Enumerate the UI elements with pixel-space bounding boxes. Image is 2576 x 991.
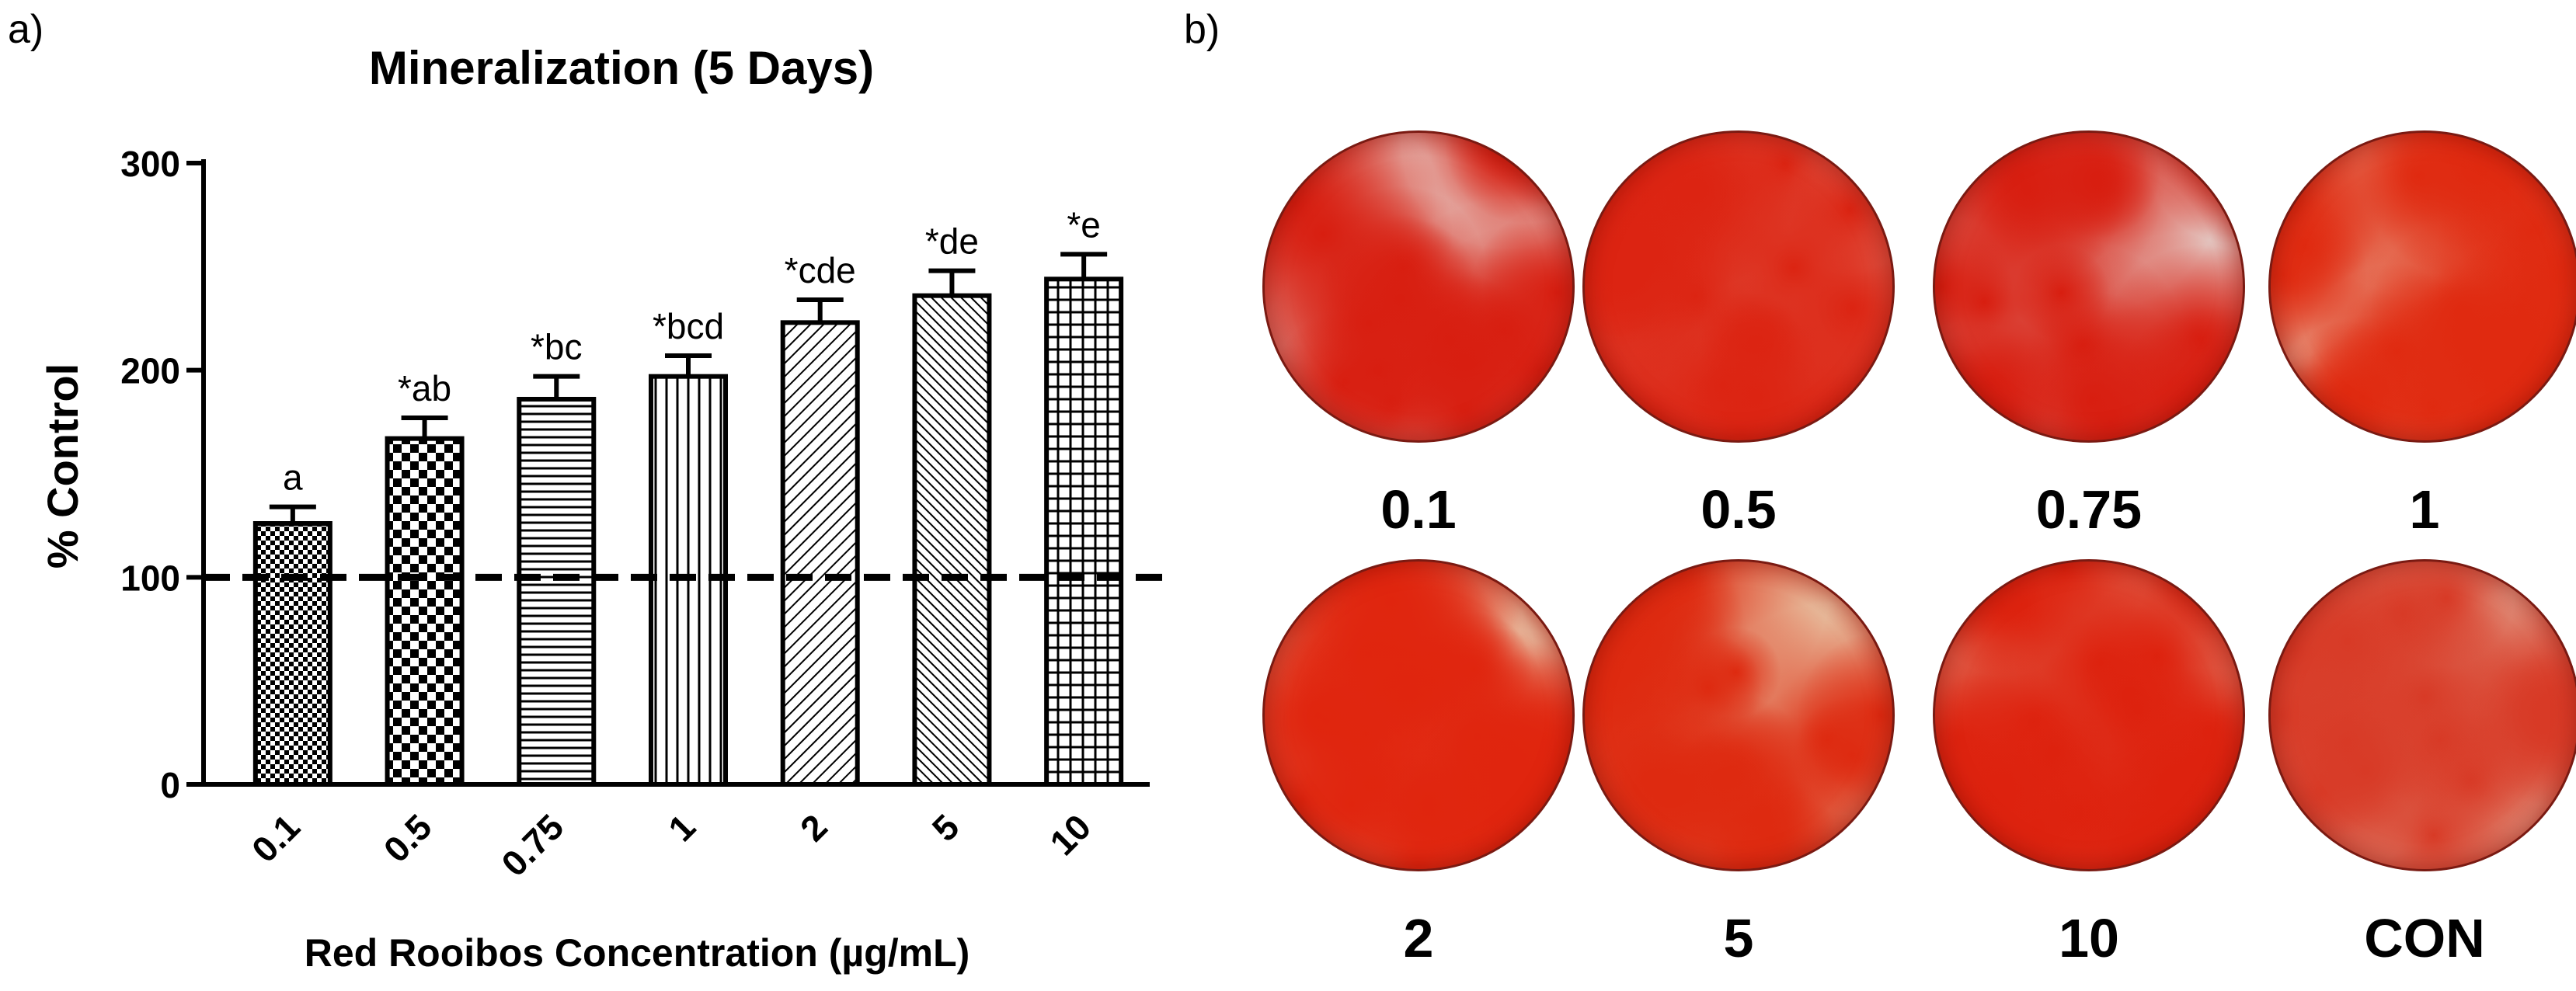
well-0.1	[1262, 130, 1575, 443]
y-tick-label: 100	[120, 558, 180, 598]
y-axis-label: % Control	[38, 363, 87, 569]
bar-annotation: *e	[1067, 204, 1100, 245]
x-tick-label: 10	[1042, 806, 1098, 863]
well-label: 0.5	[1701, 479, 1777, 540]
well-0.75	[1933, 130, 2245, 443]
panel-b-label: b)	[1184, 7, 1220, 52]
x-tick-label: 2	[792, 806, 835, 849]
well-2	[1262, 559, 1575, 871]
bar-10	[1044, 276, 1124, 788]
well-label: 0.75	[2035, 479, 2143, 540]
bar-annotation: *bcd	[653, 306, 724, 346]
y-tick-label: 300	[120, 144, 180, 184]
bar-5	[912, 293, 992, 787]
x-tick-label: 1	[660, 806, 703, 849]
y-tick-label: 200	[120, 351, 180, 391]
well-label: 10	[2059, 908, 2119, 968]
well-label: 0.1	[1380, 479, 1457, 540]
well-label: CON	[2364, 908, 2485, 968]
x-tick-label: 0.1	[244, 806, 308, 870]
bars: a 0.1 *ab 0.5 *bc 0.75 *bcd 1 *cde 2 *de 5 *e 10	[244, 204, 1124, 884]
bar-annotation: a	[283, 457, 303, 498]
bar-annotation: *cde	[785, 250, 856, 290]
well-1	[2268, 130, 2576, 443]
bar-2	[780, 320, 860, 788]
bar-annotation: *de	[925, 221, 979, 262]
x-tick-label: 0.5	[376, 806, 440, 870]
well-label: 2	[1403, 908, 1434, 968]
bar-0.1	[252, 521, 332, 787]
bar-0.5	[385, 436, 465, 788]
well-CON	[2268, 559, 2576, 871]
bar-0.75	[517, 397, 597, 787]
chart-title: Mineralization (5 Days)	[369, 42, 874, 94]
y-tick-label: 0	[160, 765, 180, 805]
well-label: 5	[1723, 908, 1754, 968]
x-tick-label: 5	[924, 806, 967, 849]
well-label: 1	[2409, 479, 2440, 540]
mineralization-bar-chart: Mineralization (5 Days) % Control Red Ro…	[38, 42, 1173, 975]
well-10	[1933, 559, 2245, 871]
x-axis-label: Red Rooibos Concentration (µg/mL)	[305, 931, 970, 975]
panel-a-label: a)	[8, 7, 44, 52]
well-0.5	[1582, 130, 1895, 443]
bar-annotation: *ab	[398, 368, 451, 409]
bar-annotation: *bc	[531, 327, 582, 367]
x-tick-label: 0.75	[493, 806, 571, 884]
well-5	[1582, 559, 1895, 871]
